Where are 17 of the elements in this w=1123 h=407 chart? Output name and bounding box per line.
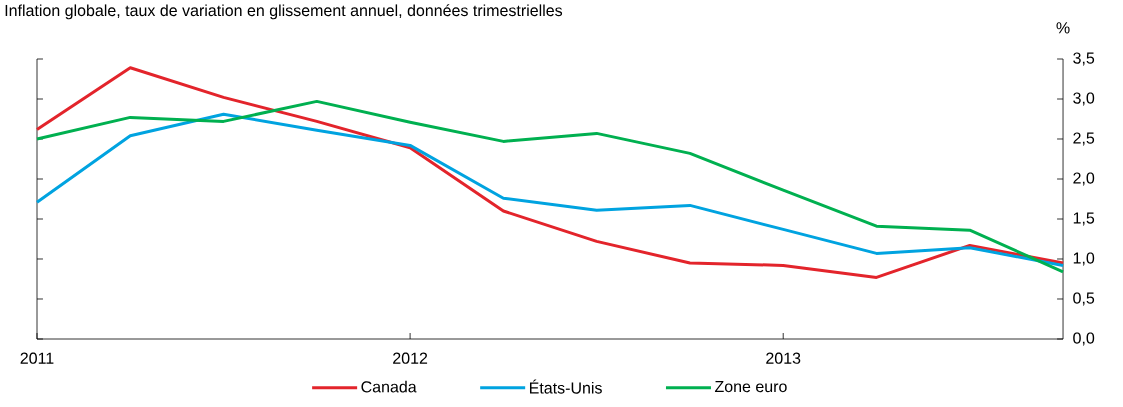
legend-label: Canada — [361, 380, 417, 393]
y-tick-label: 3,0 — [1073, 92, 1095, 106]
x-tick-label: 2011 — [20, 352, 54, 364]
x-tick-label: 2012 — [393, 352, 428, 364]
y-axis-title: % — [1056, 22, 1070, 34]
y-tick-label: 3,5 — [1073, 52, 1095, 66]
line-series — [35, 66, 1065, 279]
y-tick-label: 0,0 — [1073, 332, 1095, 346]
legend-label: États-Unis — [529, 379, 602, 394]
y-tick-label: 0,5 — [1073, 292, 1095, 306]
y-tick-label: 2,5 — [1073, 132, 1095, 146]
x-tick-label: 2013 — [766, 352, 801, 364]
y-tick-label: 1,0 — [1073, 252, 1095, 266]
chart-title: Inflation globale, taux de variation en glissement annuel, données trimestrielles — [5, 4, 563, 20]
legend-label: Zone euro — [714, 381, 787, 393]
y-tick-label: 1,5 — [1073, 212, 1095, 226]
y-tick-label: 2,0 — [1073, 172, 1095, 186]
